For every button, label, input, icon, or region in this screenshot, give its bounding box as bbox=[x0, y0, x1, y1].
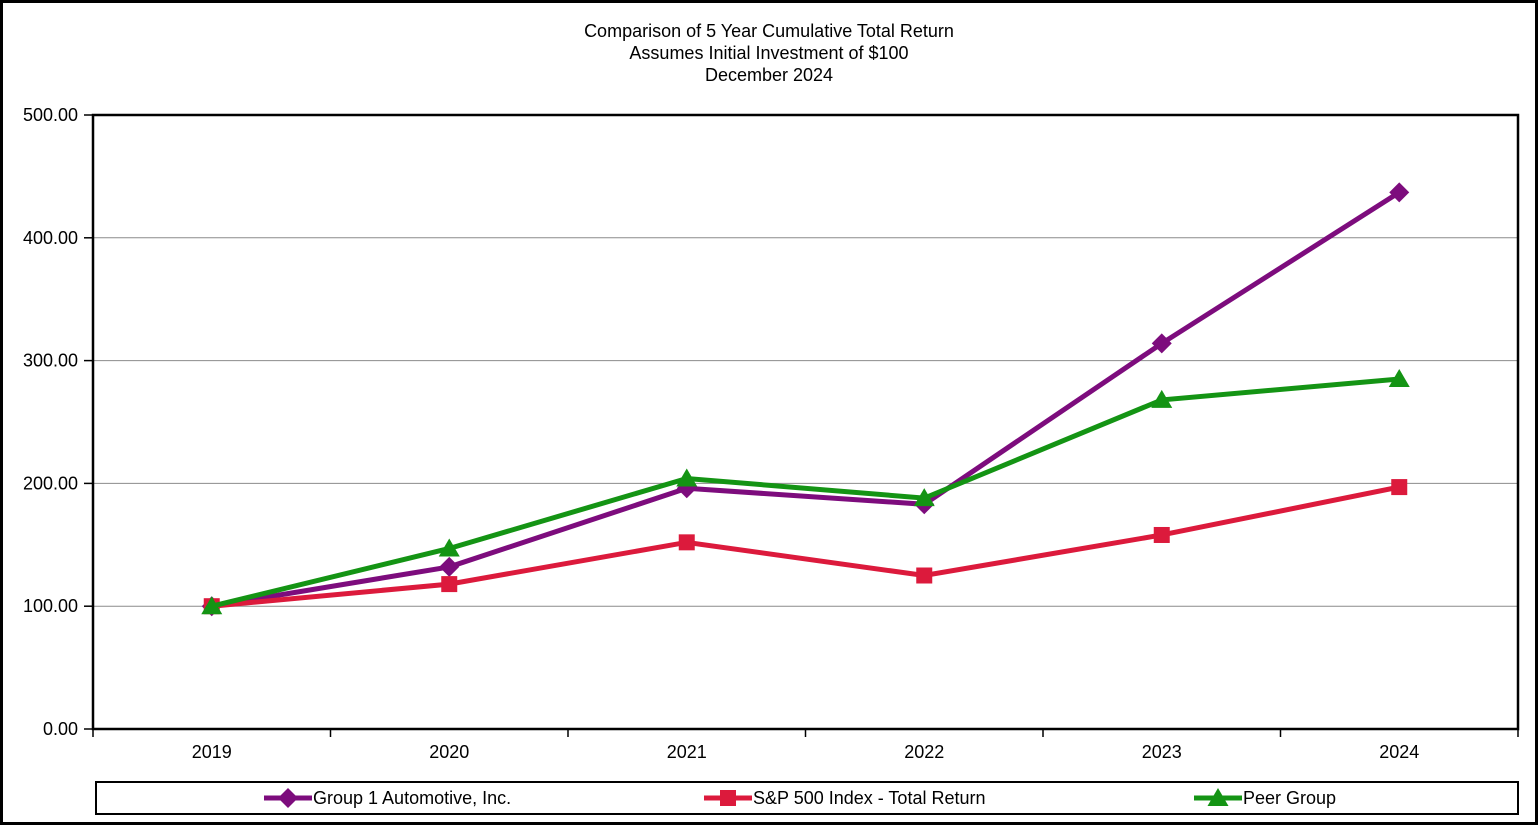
y-axis-tick-label: 400.00 bbox=[23, 228, 78, 248]
data-point-marker bbox=[1151, 389, 1173, 408]
data-point-marker bbox=[1388, 369, 1410, 388]
series-line bbox=[211, 376, 1400, 609]
data-point-marker bbox=[201, 596, 223, 615]
y-axis-tick-label: 100.00 bbox=[23, 596, 78, 616]
legend-item: Group 1 Automotive, Inc. bbox=[263, 783, 511, 813]
chart-date-label: December 2024 bbox=[704, 65, 834, 85]
series-line bbox=[211, 484, 1400, 609]
legend-item: Peer Group bbox=[1193, 783, 1336, 813]
data-point-marker bbox=[676, 468, 698, 487]
data-point-marker bbox=[278, 788, 298, 808]
chart-subtitle: Assumes Initial Investment of $100 bbox=[629, 43, 909, 63]
x-axis-tick-label: 2020 bbox=[429, 742, 469, 762]
legend-label: S&P 500 Index - Total Return bbox=[753, 787, 986, 808]
x-axis-tick-label: 2021 bbox=[667, 742, 707, 762]
data-point-marker bbox=[1391, 479, 1408, 496]
data-point-marker bbox=[720, 790, 736, 806]
legend-item: S&P 500 Index - Total Return bbox=[703, 783, 985, 813]
data-point-marker bbox=[1207, 788, 1229, 806]
legend-label: Peer Group bbox=[1243, 787, 1337, 808]
x-axis-tick-label: 2023 bbox=[1142, 742, 1182, 762]
y-axis-tick-label: 300.00 bbox=[23, 351, 78, 371]
data-point-marker bbox=[439, 556, 460, 577]
x-axis-tick-label: 2024 bbox=[1379, 742, 1419, 762]
data-point-marker bbox=[1153, 526, 1170, 543]
legend-triangle-marker-icon bbox=[1194, 788, 1242, 806]
data-point-marker bbox=[438, 538, 460, 557]
chart-title: Comparison of 5 Year Cumulative Total Re… bbox=[584, 21, 954, 41]
legend-label: Group 1 Automotive, Inc. bbox=[313, 787, 512, 808]
legend-square-marker-icon bbox=[704, 790, 752, 806]
plot-area: 0.00 100.00 200.00 300.00 400.00 500.00 2019 20… bbox=[23, 105, 1520, 762]
x-axis-tick-label: 2019 bbox=[192, 742, 232, 762]
y-axis-tick-label: 200.00 bbox=[23, 473, 78, 493]
series-line bbox=[211, 190, 1401, 609]
y-axis-tick-label: 500.00 bbox=[23, 105, 78, 125]
legend-diamond-marker-icon bbox=[264, 788, 312, 808]
legend-box: Group 1 Automotive, Inc. S&P 500 Index - … bbox=[95, 781, 1519, 815]
data-point-marker bbox=[678, 534, 695, 551]
title-block: Comparison of 5 Year Cumulative Total Re… bbox=[3, 20, 1535, 86]
data-point-marker bbox=[1389, 182, 1410, 203]
data-point-marker bbox=[441, 576, 458, 593]
y-axis-tick-label: 0.00 bbox=[43, 719, 78, 739]
data-point-marker bbox=[916, 567, 933, 584]
data-point-marker bbox=[913, 488, 935, 507]
data-point-marker bbox=[1151, 333, 1172, 354]
x-axis-tick-label: 2022 bbox=[904, 742, 944, 762]
plot-border bbox=[91, 113, 1520, 731]
